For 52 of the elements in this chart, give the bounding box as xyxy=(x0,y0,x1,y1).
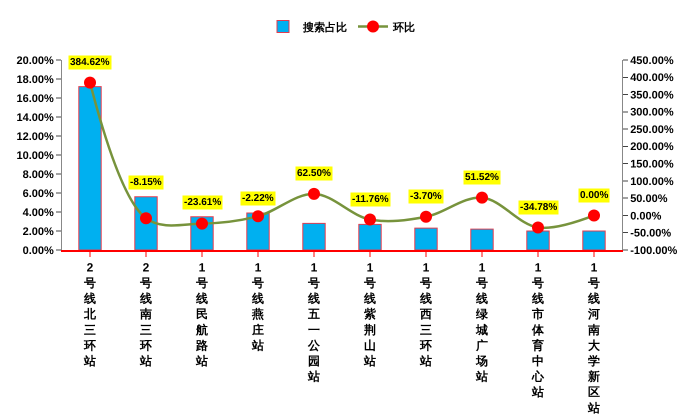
y2-tick-label: -50.00% xyxy=(630,228,672,240)
bar xyxy=(526,230,550,250)
y-tick-label: 8.00% xyxy=(22,168,54,181)
y-tick-label: 4.00% xyxy=(22,206,54,219)
y-tick-label: 6.00% xyxy=(22,188,54,200)
y2-tick-label: 350.00% xyxy=(630,89,674,102)
data-label: -3.70% xyxy=(410,191,442,202)
y2-tick-label: 100.00% xyxy=(630,176,674,188)
category-label: 1号线河南大学新区站 xyxy=(588,260,600,414)
x-tick-label: 1号线民航路站 xyxy=(195,260,209,368)
y2-tick-label: 400.00% xyxy=(630,72,674,84)
data-label: -11.76% xyxy=(352,194,389,205)
y2-tick-label: 150.00% xyxy=(630,158,674,170)
data-label: -34.78% xyxy=(520,202,558,213)
y2-tick-label: 50.00% xyxy=(630,193,668,206)
x-tick-label: 2号线南三环站 xyxy=(139,260,152,368)
y-tick-label: 2.00% xyxy=(22,226,54,238)
y-tick-label: 18.00% xyxy=(16,74,54,86)
data-label: -8.15% xyxy=(130,177,162,188)
data-label: -23.61% xyxy=(184,197,222,208)
y2-tick-label: 450.00% xyxy=(630,54,674,67)
x-tick-label: 1号线西三环站 xyxy=(419,260,432,368)
data-label: 384.62% xyxy=(70,57,110,68)
bar xyxy=(358,224,382,250)
y-tick-label: 10.00% xyxy=(16,150,54,162)
y-tick-label: 16.00% xyxy=(16,92,54,105)
x-tick-label: 1号线紫荆山站 xyxy=(363,260,376,368)
x-tick-label: 2号线北三环站 xyxy=(83,260,97,368)
bar xyxy=(78,86,102,250)
legend-label: 搜索占比 xyxy=(302,20,347,34)
y-tick-label: 20.00% xyxy=(16,54,54,67)
bar xyxy=(470,228,494,250)
y-tick-label: 0.00% xyxy=(22,244,54,257)
category-label: 1号线市体育中心站 xyxy=(532,260,544,400)
y2-tick-label: 200.00% xyxy=(630,141,674,154)
data-label: -2.22% xyxy=(242,193,274,204)
x-tick-label: 1号线燕庄站 xyxy=(251,260,264,352)
data-label: 62.50% xyxy=(297,168,332,179)
y2-tick-label: 250.00% xyxy=(630,124,674,136)
bar xyxy=(302,222,326,250)
y-tick-label: 12.00% xyxy=(16,130,54,143)
data-label: 0.00% xyxy=(580,190,608,201)
y2-tick-label: -100.00% xyxy=(630,244,678,257)
x-tick-label: 1号线绿城广场站 xyxy=(475,260,489,384)
bar xyxy=(414,228,438,250)
y-tick-label: 14.00% xyxy=(16,112,54,124)
legend-label: 环比 xyxy=(392,20,415,34)
x-tick-label: 1号线五一公园站 xyxy=(307,260,321,384)
bar xyxy=(582,230,606,250)
y2-tick-label: 300.00% xyxy=(630,106,674,119)
y2-tick-label: 0.00% xyxy=(630,210,662,222)
data-label: 51.52% xyxy=(465,172,500,183)
